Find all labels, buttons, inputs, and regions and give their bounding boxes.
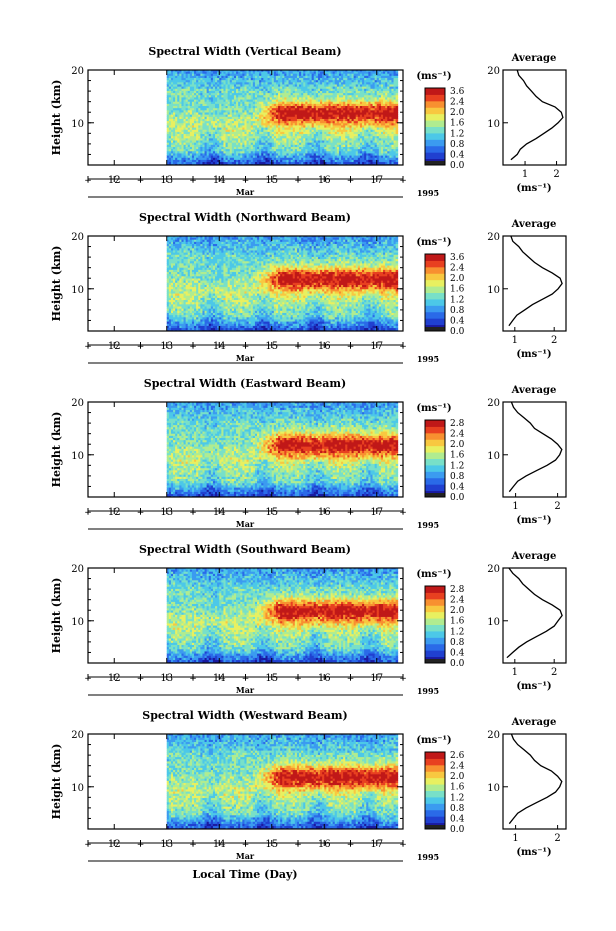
panel-0: Spectral Width (Vertical Beam)2010Height… [50,45,566,198]
panel-title: Spectral Width (Vertical Beam) [148,45,341,58]
heatmap [167,67,398,171]
